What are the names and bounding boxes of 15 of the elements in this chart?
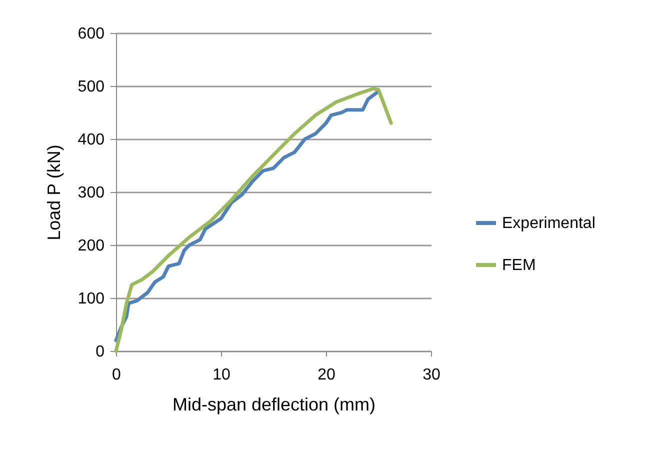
x-tick-label: 20 (318, 366, 336, 384)
y-tick-label: 300 (78, 184, 105, 202)
legend-label: FEM (502, 257, 536, 274)
y-tick-label: 100 (78, 290, 105, 308)
y-tick-label: 500 (78, 78, 105, 96)
y-tick-label: 600 (78, 26, 105, 42)
y-tick-label: 400 (78, 132, 105, 148)
legend-label: Experimental (502, 215, 596, 232)
x-tick-label: 0 (112, 366, 122, 384)
x-tick-label: 10 (212, 366, 230, 384)
x-axis-title: Mid-span deflection (mm) (172, 394, 376, 414)
y-tick-label: 0 (96, 344, 105, 360)
y-axis-title: Load P (kN) (44, 144, 64, 240)
x-tick-label: 30 (422, 366, 440, 384)
y-tick-label: 200 (78, 238, 105, 254)
